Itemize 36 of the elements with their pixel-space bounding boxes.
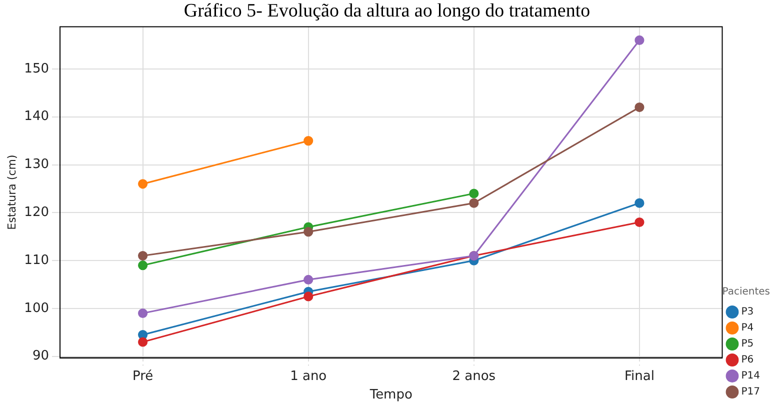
point (138, 260, 148, 270)
chart-title: Gráfico 5- Evolução da altura ao longo do tratamento (184, 0, 590, 22)
point (138, 337, 148, 347)
point (634, 198, 644, 208)
y-tick-label: 110 (24, 252, 50, 268)
point (469, 198, 479, 208)
y-tick-label: 120 (24, 205, 50, 220)
point (138, 179, 148, 189)
point (138, 250, 148, 261)
legend-label: P4 (741, 322, 754, 334)
point (469, 188, 479, 198)
point (304, 274, 314, 285)
legend-title: Pacientes (722, 286, 770, 298)
x-tick-label: Pré (132, 368, 154, 384)
y-tick-label: 140 (24, 109, 50, 124)
legend-label: P17 (741, 386, 760, 398)
point (304, 292, 314, 302)
point (138, 308, 148, 318)
y-tick-label: 150 (24, 61, 50, 76)
point (304, 227, 314, 237)
legend-label: P5 (741, 338, 754, 350)
legend-label: P6 (741, 354, 754, 366)
point (304, 136, 314, 146)
y-axis-title: Estatura (cm) (5, 154, 18, 230)
point (634, 102, 644, 112)
x-tick-label: 1 ano (290, 368, 327, 384)
x-tick-label: 2 anos (452, 368, 496, 384)
point (634, 35, 644, 46)
point (634, 217, 644, 228)
legend-label: P3 (741, 306, 754, 318)
y-tick-label: 130 (24, 157, 50, 172)
y-tick-label: 100 (24, 300, 50, 316)
x-axis-title: Tempo (368, 388, 412, 403)
y-tick-label: 90 (32, 348, 50, 364)
legend-label: P14 (741, 370, 760, 382)
x-tick-label: Final (624, 368, 654, 384)
